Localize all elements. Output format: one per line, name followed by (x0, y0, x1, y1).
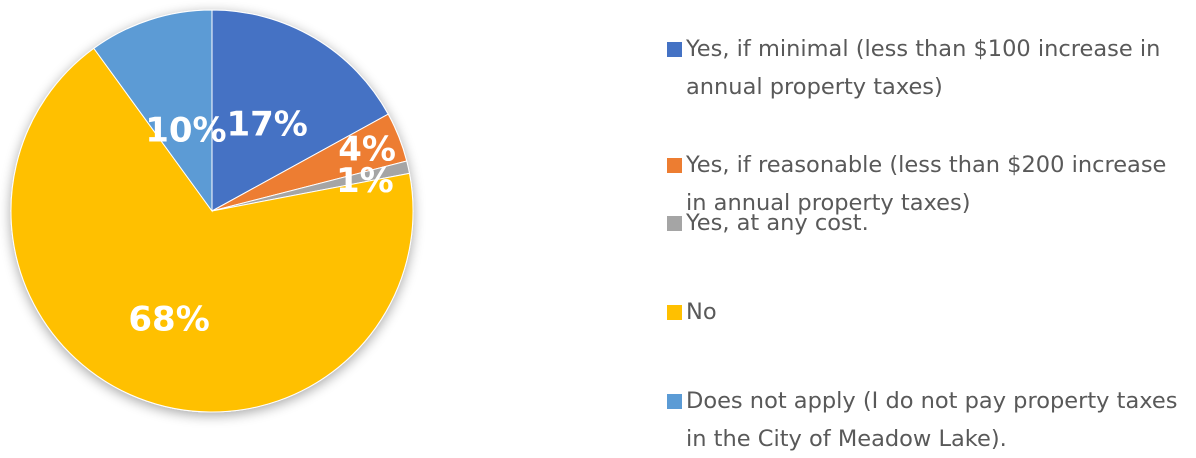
legend-swatch-3 (667, 216, 682, 231)
slice-data-label-5: 10% (145, 111, 226, 151)
legend-label-3: Yes, at any cost. (686, 210, 869, 236)
slice-data-label-4: 68% (128, 299, 209, 339)
legend-label-1: Yes, if minimal (less than $100 increase… (686, 36, 1161, 100)
slice-data-label-2: 4% (338, 130, 396, 170)
legend-swatch-4 (667, 305, 682, 320)
pie-slice-5 (93, 9, 213, 213)
legend-label-2: Yes, if reasonable (less than $200 incre… (686, 152, 1167, 216)
legend-swatch-2 (667, 158, 682, 173)
legend-swatch-5 (667, 394, 682, 409)
slice-data-label-1: 17% (226, 104, 307, 144)
chart-legend: Yes, if minimal (less than $100 increase… (664, 0, 1196, 455)
pie-slice-1 (211, 9, 389, 212)
pie-slice-4 (10, 47, 414, 413)
legend-label-4: No (686, 299, 717, 325)
pie-chart-plot: 17% 4%1% 68% 10% (10, 9, 414, 413)
slice-data-label-3: 1% (336, 161, 394, 201)
legend-label-5: Does not apply (I do not pay property ta… (686, 388, 1178, 452)
legend-swatch-1 (667, 42, 682, 57)
